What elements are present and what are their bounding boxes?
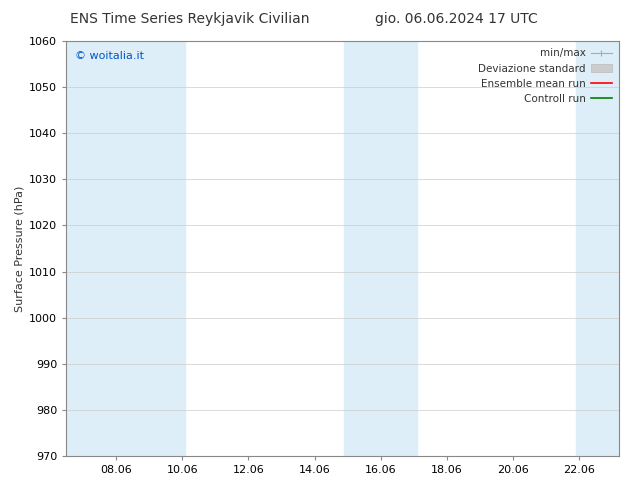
Text: © woitalia.it: © woitalia.it bbox=[75, 51, 144, 61]
Bar bbox=[576, 41, 619, 456]
Text: ENS Time Series Reykjavik Civilian: ENS Time Series Reykjavik Civilian bbox=[70, 12, 310, 26]
Bar bbox=[344, 41, 417, 456]
Bar bbox=[67, 41, 186, 456]
Text: gio. 06.06.2024 17 UTC: gio. 06.06.2024 17 UTC bbox=[375, 12, 538, 26]
Legend: min/max, Deviazione standard, Ensemble mean run, Controll run: min/max, Deviazione standard, Ensemble m… bbox=[474, 44, 616, 108]
Y-axis label: Surface Pressure (hPa): Surface Pressure (hPa) bbox=[15, 185, 25, 312]
